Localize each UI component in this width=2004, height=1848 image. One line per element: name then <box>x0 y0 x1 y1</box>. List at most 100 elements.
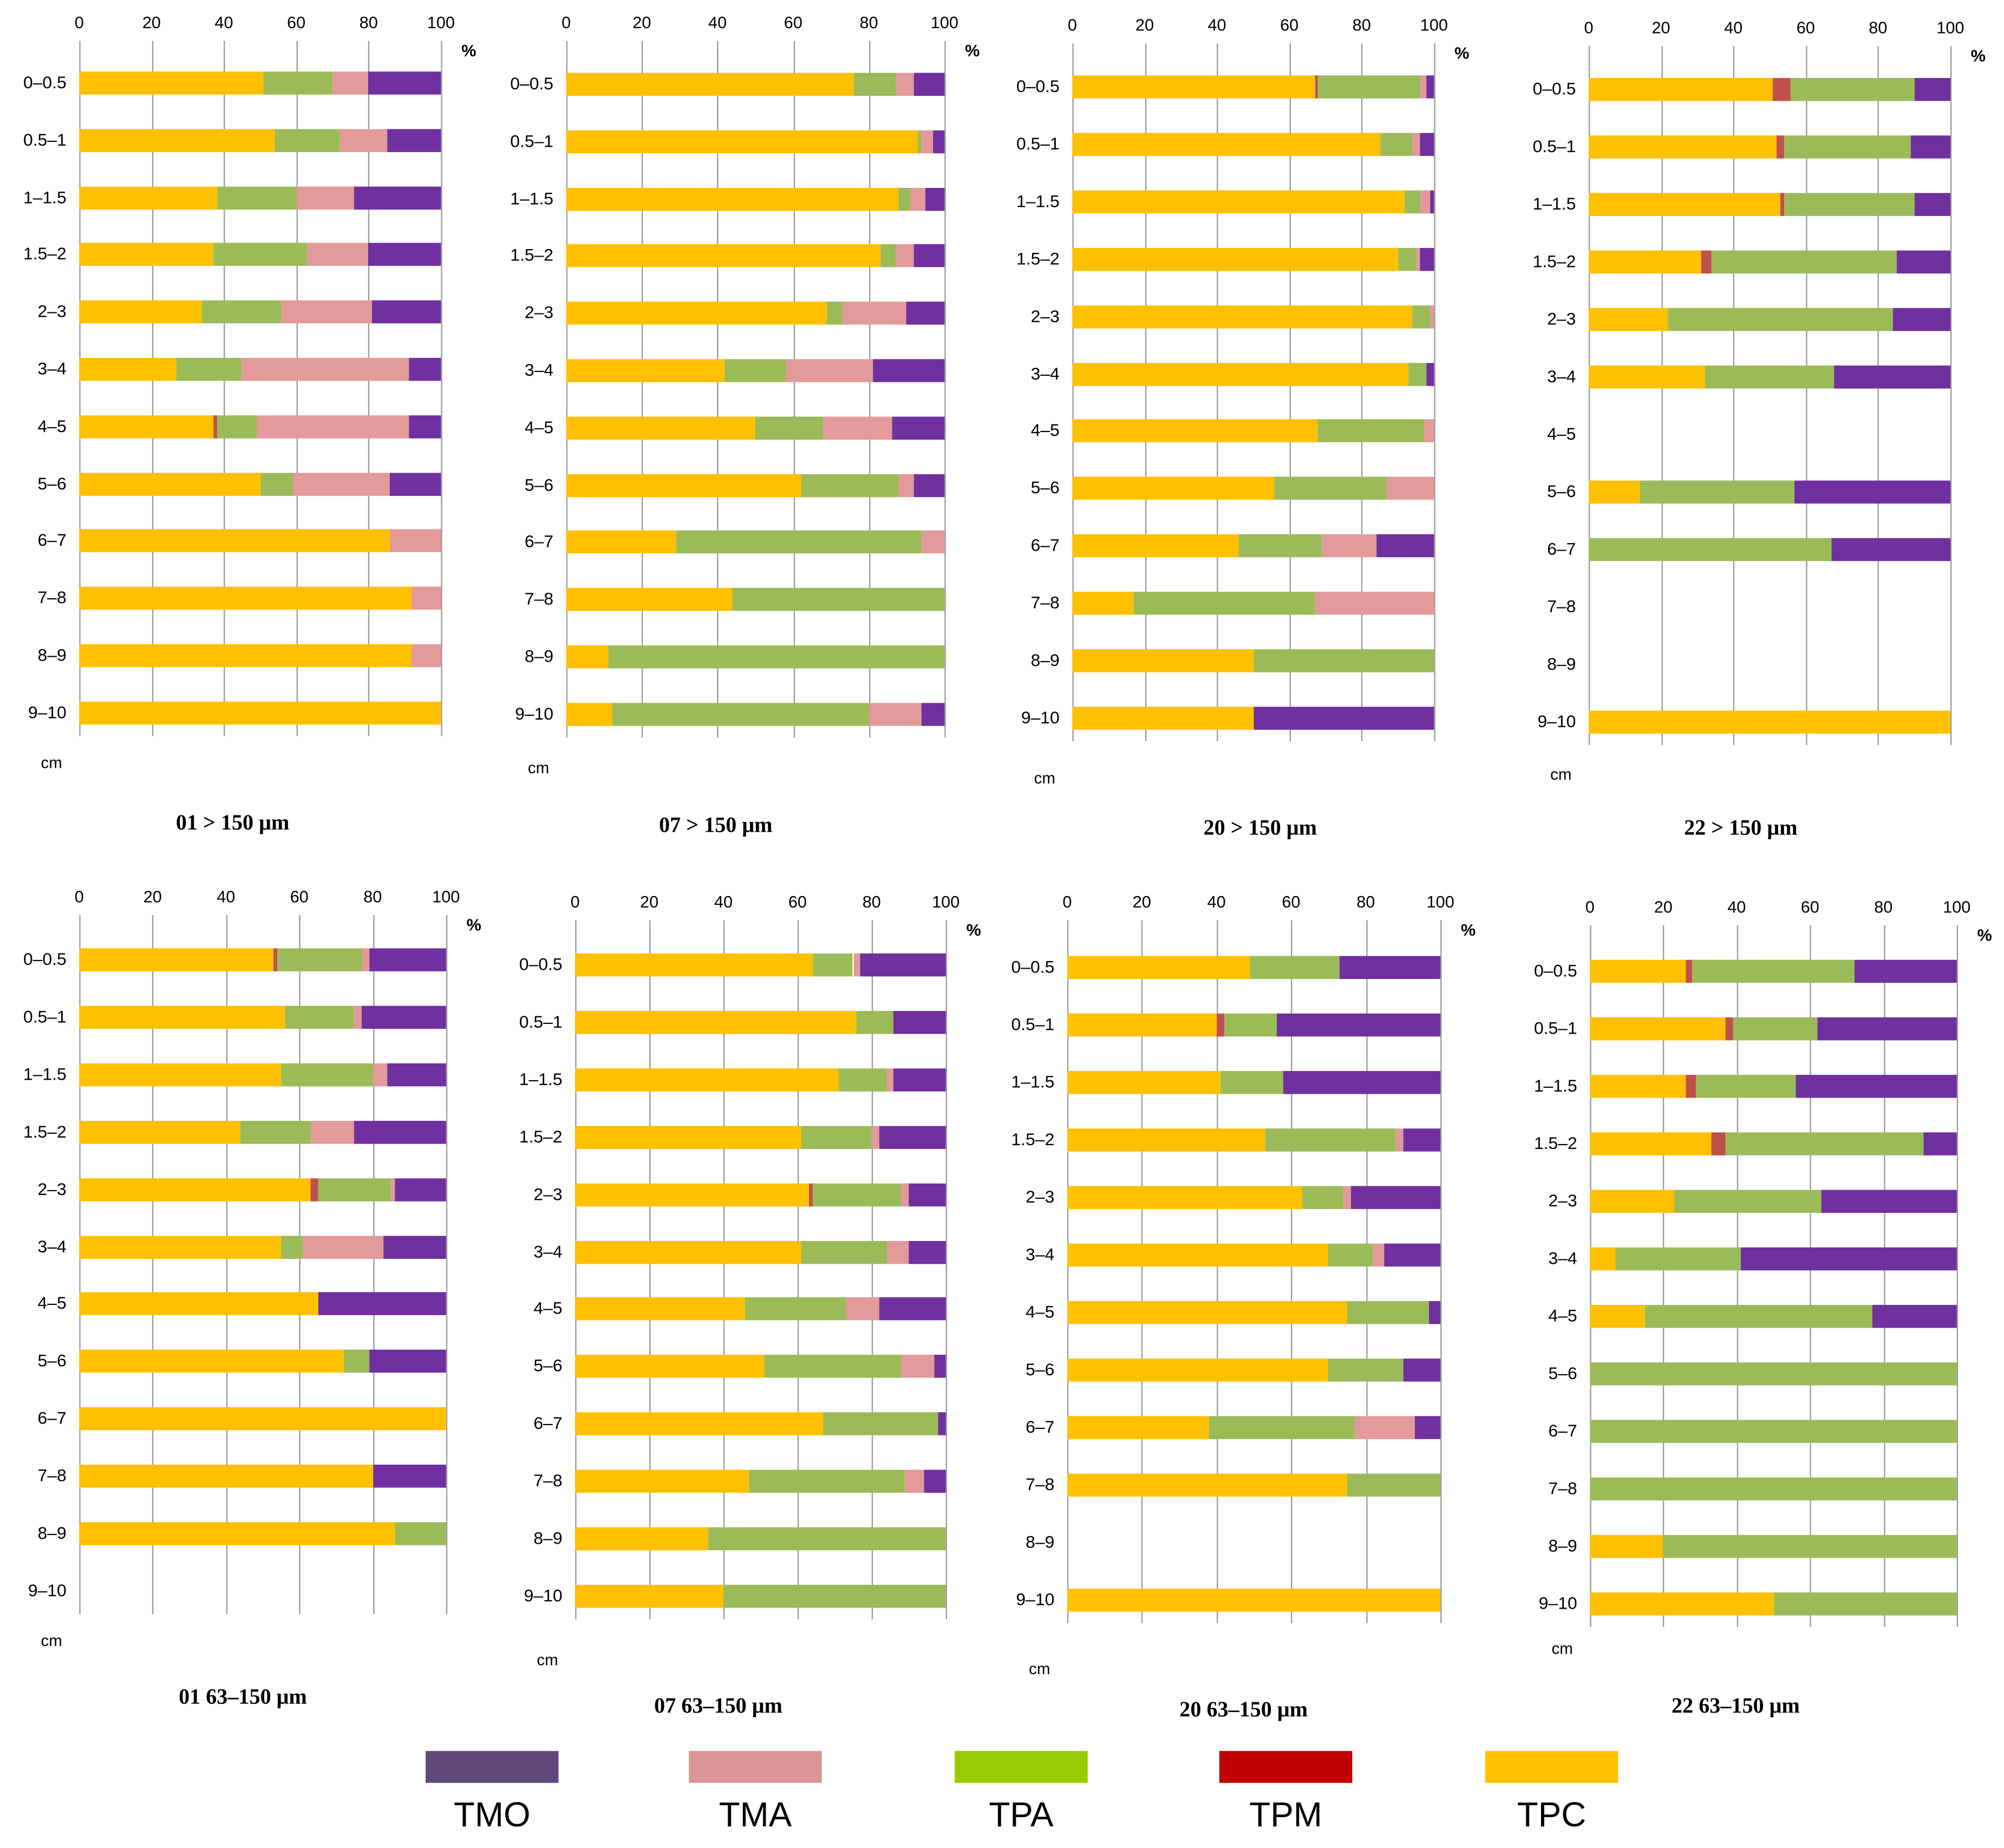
bar-segment-tmo <box>1376 534 1434 558</box>
bar-segment-tma <box>390 530 441 553</box>
category-label: 3–4 <box>37 359 67 378</box>
bar-segment-tma <box>823 416 892 440</box>
y-axis-unit-label: cm <box>1551 1640 1573 1658</box>
x-tick-label: 100 <box>427 12 455 32</box>
chart-title: 22 63–150 μm <box>1672 1693 1800 1718</box>
bar-segment-tpc <box>79 1178 311 1201</box>
bar-segment-tmo <box>925 187 945 211</box>
x-tick-label: 80 <box>1352 15 1371 35</box>
bar-segment-tpa <box>1590 1362 1957 1386</box>
bar-segment-tpa <box>394 1522 446 1545</box>
bar-segment-tpa <box>746 1297 846 1321</box>
x-tick-label: 100 <box>1936 18 1964 37</box>
bar-segment-tpm <box>1314 75 1318 99</box>
category-label: 6–7 <box>37 531 67 550</box>
category-label: 0–0.5 <box>1016 76 1060 96</box>
x-axis-unit-label: % <box>966 920 981 939</box>
x-tick-label: 0 <box>1062 892 1072 911</box>
category-label: 3–4 <box>533 1242 563 1261</box>
bar-segment-tpc <box>79 701 441 724</box>
bar-segment-tmo <box>1253 707 1434 730</box>
category-label: 2–3 <box>524 303 554 323</box>
bar-segment-tma <box>292 472 390 495</box>
category-label: 2–3 <box>1030 306 1060 325</box>
bar-segment-tpc <box>79 1465 373 1488</box>
bar-segment-tpm <box>1725 1017 1733 1041</box>
category-label: 0–0.5 <box>510 74 554 94</box>
gridline <box>1663 925 1665 1627</box>
bar-segment-tma <box>296 186 354 210</box>
bar-segment-tmo <box>938 1412 946 1436</box>
bar-segment-tpa <box>1733 1017 1818 1041</box>
bar-segment-tma <box>899 473 915 497</box>
bar-segment-tpa <box>812 1183 902 1206</box>
bar-segment-tpa <box>1639 480 1795 504</box>
bar-segment-tmo <box>387 1063 446 1086</box>
category-label: 7–8 <box>1548 1478 1577 1498</box>
category-label: 4–5 <box>37 416 67 436</box>
bar-segment-tpc <box>575 1470 749 1493</box>
gridline <box>944 41 946 737</box>
bar-segment-tpa <box>1238 534 1322 558</box>
bar-segment-tpc <box>1590 1132 1711 1155</box>
bar-segment-tpc <box>575 1527 709 1551</box>
bar-segment-tpa <box>1663 1534 1957 1558</box>
bar-segment-tpm <box>1777 135 1784 159</box>
bar-segment-tpa <box>217 186 297 210</box>
bar-segment-tpc <box>79 128 275 152</box>
bar-segment-tmo <box>872 359 945 382</box>
category-label: 1.5–2 <box>1533 1133 1577 1153</box>
bar-segment-tpc <box>575 1068 839 1092</box>
x-tick-label: 40 <box>1727 897 1746 917</box>
category-label: 0.5–1 <box>23 1007 67 1027</box>
bar-segment-tma <box>785 359 873 382</box>
bar-segment-tmo <box>909 1240 946 1264</box>
gridline <box>575 920 577 1620</box>
bar-segment-tpa <box>733 588 945 611</box>
bar-segment-tpa <box>1615 1247 1741 1271</box>
bar-segment-tma <box>1373 1243 1385 1267</box>
bar-segment-tmo <box>383 1235 446 1258</box>
category-label: 8–9 <box>1547 654 1576 674</box>
category-label: 7–8 <box>1026 1474 1055 1494</box>
bar-segment-tpa <box>1725 1132 1924 1155</box>
bar-segment-tpc <box>575 1240 801 1264</box>
bar-segment-tpc <box>1590 1592 1774 1616</box>
gridline <box>224 41 225 736</box>
bar-segment-tpa <box>177 357 242 381</box>
bar-segment-tma <box>241 357 409 381</box>
bar-segment-tpa <box>1328 1243 1374 1267</box>
x-axis-unit-label: % <box>1977 925 1992 945</box>
bar-segment-tpa <box>1347 1301 1429 1324</box>
bar-segment-tpc <box>79 644 412 668</box>
bar-segment-tpa <box>1588 538 1831 561</box>
bar-segment-tpa <box>749 1470 905 1493</box>
bar-segment-tpc <box>566 244 880 268</box>
bar-segment-tma <box>354 1005 362 1029</box>
gridline <box>1810 925 1812 1627</box>
x-tick-label: 0 <box>570 892 580 911</box>
bar-segment-tpa <box>1412 305 1431 328</box>
x-tick-label: 40 <box>714 892 733 911</box>
bar-segment-tpc <box>1072 362 1409 386</box>
x-tick-label: 60 <box>1282 892 1301 911</box>
x-tick-label: 40 <box>214 12 233 32</box>
bar-segment-tpa <box>1328 1359 1404 1382</box>
bar-segment-tpa <box>723 1584 946 1608</box>
category-label: 9–10 <box>28 1581 67 1600</box>
category-label: 1.5–2 <box>23 244 67 264</box>
bar-segment-tpa <box>708 1527 946 1551</box>
category-label: 8–9 <box>1030 650 1060 670</box>
gridline <box>1733 45 1735 746</box>
bar-segment-tpc <box>1067 1416 1209 1439</box>
bar-segment-tmo <box>1892 308 1950 331</box>
bar-segment-tpc <box>1588 250 1701 274</box>
bar-segment-tmo <box>914 244 945 268</box>
x-tick-label: 40 <box>1207 892 1226 911</box>
bar-segment-tmo <box>368 243 441 266</box>
bar-segment-tpc <box>79 186 217 210</box>
x-tick-label: 60 <box>1800 897 1819 917</box>
bar-segment-tma <box>871 1125 879 1149</box>
bar-segment-tma <box>895 73 915 96</box>
bar-segment-tpa <box>801 1240 887 1264</box>
